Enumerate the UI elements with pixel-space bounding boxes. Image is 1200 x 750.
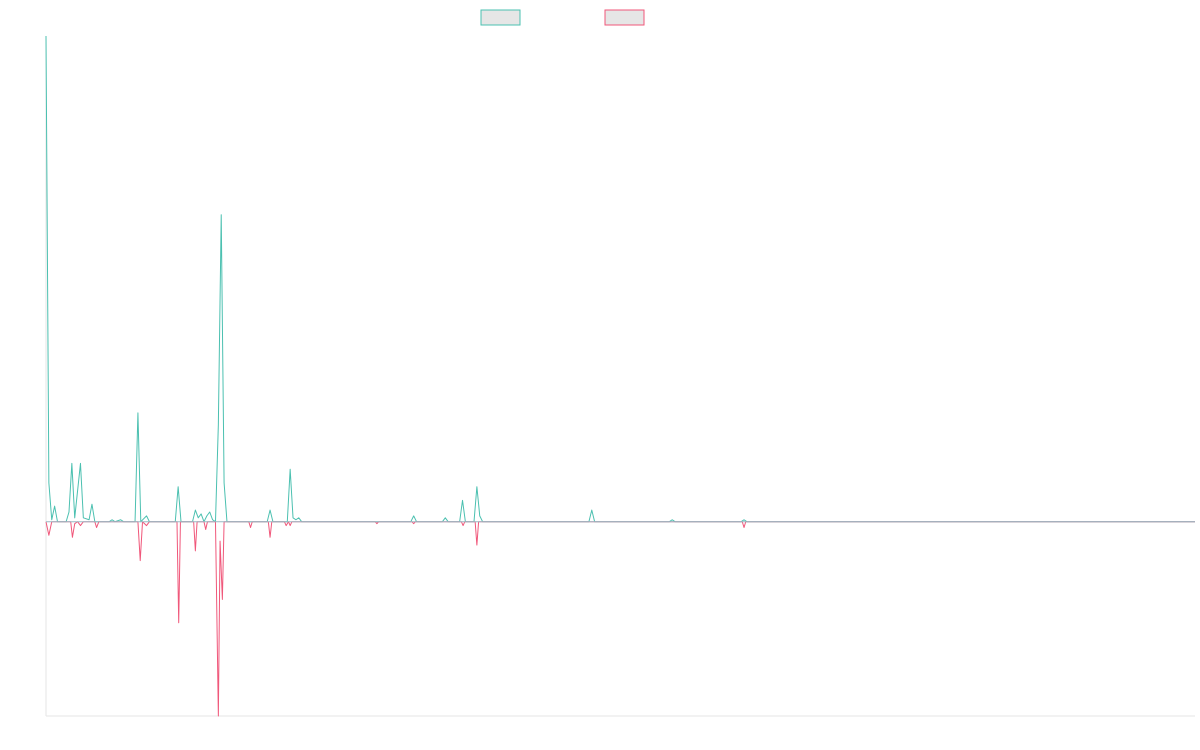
plot-area [45,35,1195,717]
series-line-b [45,521,1195,717]
legend-swatch-a [480,9,521,26]
legend [480,9,645,26]
series-line-a [45,35,1195,523]
axes [45,36,1195,717]
legend-swatch-b [604,9,645,26]
